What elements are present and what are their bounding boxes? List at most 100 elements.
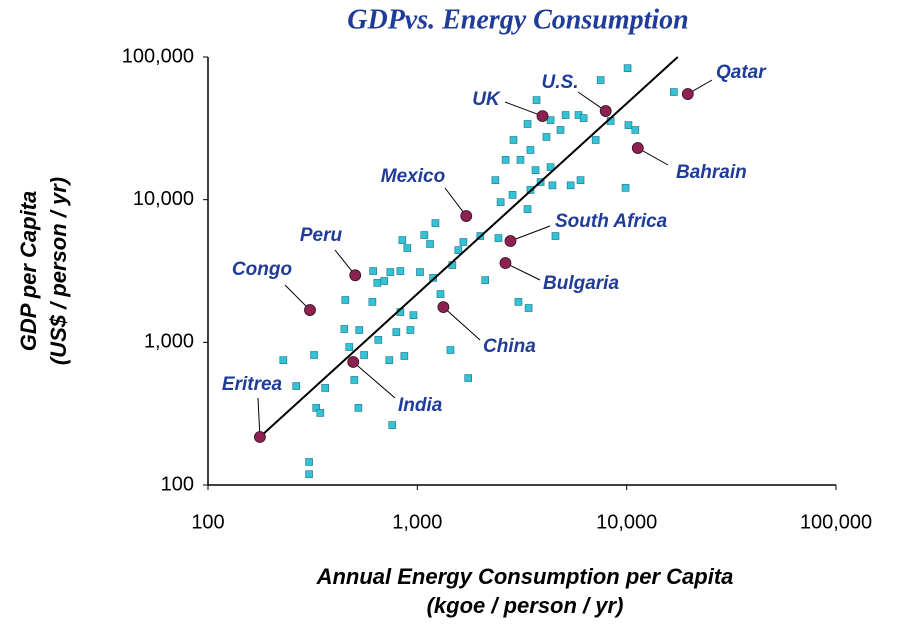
leader-line xyxy=(352,361,396,399)
labeled-point xyxy=(254,431,266,443)
data-point xyxy=(355,326,364,334)
data-point xyxy=(494,234,503,242)
point-label: Eritrea xyxy=(222,374,283,395)
data-point xyxy=(532,96,541,104)
data-point xyxy=(514,298,523,306)
data-point xyxy=(305,458,313,466)
y-tick-label: 1,000 xyxy=(144,331,194,353)
data-point xyxy=(501,156,510,164)
data-point xyxy=(579,114,588,122)
labeled-point xyxy=(504,235,517,247)
data-point xyxy=(386,268,395,276)
data-point xyxy=(396,267,405,275)
data-point xyxy=(542,133,551,141)
data-point xyxy=(431,219,440,227)
data-point xyxy=(561,111,570,119)
labeled-point xyxy=(437,301,450,313)
y-tick-label: 10,000 xyxy=(133,188,194,210)
data-point xyxy=(516,156,525,164)
data-point xyxy=(591,136,600,144)
data-point xyxy=(345,343,354,351)
leader-line xyxy=(443,306,481,341)
data-point xyxy=(464,374,473,382)
y-tick-label: 100 xyxy=(161,473,194,495)
data-point xyxy=(524,304,533,312)
point-label: UK xyxy=(472,89,501,110)
leader-line xyxy=(505,262,541,281)
point-label: Mexico xyxy=(381,166,445,187)
data-point xyxy=(350,376,359,384)
trend-line xyxy=(259,56,679,438)
labeled-point xyxy=(499,257,512,269)
point-label: South Africa xyxy=(555,211,668,232)
labeled-point xyxy=(349,269,362,282)
data-point xyxy=(509,136,518,144)
point-label: U.S. xyxy=(542,72,579,93)
data-point xyxy=(546,163,555,171)
point-label: Qatar xyxy=(716,62,767,83)
labeled-point xyxy=(631,142,644,154)
data-point xyxy=(429,274,437,282)
labeled-point xyxy=(599,105,612,117)
data-point xyxy=(341,296,350,304)
data-point xyxy=(279,356,288,364)
data-point xyxy=(368,298,377,306)
data-point xyxy=(436,290,445,298)
data-point xyxy=(596,76,605,84)
point-label: Bulgaria xyxy=(543,273,619,294)
labeled-point xyxy=(536,110,549,122)
data-point xyxy=(548,181,557,190)
data-point xyxy=(491,176,500,184)
data-point xyxy=(321,384,330,392)
labeled-point xyxy=(347,356,360,368)
data-point xyxy=(292,382,301,390)
data-point xyxy=(551,232,560,240)
data-point xyxy=(406,326,415,334)
leader-line xyxy=(257,397,261,438)
y-axis-subtitle: (US$ / person / yr) xyxy=(46,177,71,365)
data-point xyxy=(340,325,349,333)
data-point xyxy=(312,404,321,412)
data-point xyxy=(369,267,377,275)
data-point xyxy=(305,470,313,479)
data-point xyxy=(380,277,389,285)
point-label: Peru xyxy=(300,225,343,246)
x-axis-subtitle: (kgoe / person / yr) xyxy=(427,593,624,618)
data-point xyxy=(360,351,368,359)
x-axis-title: Annual Energy Consumption per Capita xyxy=(316,564,734,589)
data-point xyxy=(523,205,532,213)
y-axis-title: GDP per Capita xyxy=(16,191,41,352)
point-label: Congo xyxy=(232,259,292,280)
data-point xyxy=(416,268,424,276)
data-point xyxy=(373,279,382,287)
x-tick-label: 100,000 xyxy=(800,511,872,533)
data-point xyxy=(459,238,468,246)
data-point xyxy=(420,231,429,239)
x-tick-label: 100 xyxy=(191,511,224,533)
data-point xyxy=(670,88,678,96)
data-point xyxy=(426,240,434,248)
data-point xyxy=(316,409,325,417)
data-point xyxy=(409,311,418,319)
data-point xyxy=(523,120,532,128)
data-point xyxy=(531,166,540,174)
data-point xyxy=(481,276,490,284)
data-point xyxy=(576,176,585,184)
leader-line xyxy=(510,225,551,242)
point-label: Bahrain xyxy=(676,162,747,183)
labeled-point xyxy=(681,88,694,100)
point-label: India xyxy=(398,395,443,416)
data-point xyxy=(374,336,383,344)
data-point xyxy=(624,121,633,129)
data-point xyxy=(446,346,455,354)
data-point xyxy=(556,126,565,134)
y-tick-label: 100,000 xyxy=(122,45,194,67)
data-point xyxy=(496,198,505,206)
data-point xyxy=(546,116,555,124)
x-tick-label: 1,000 xyxy=(392,511,442,533)
data-point xyxy=(508,191,517,199)
data-point xyxy=(566,181,575,190)
data-point xyxy=(621,184,630,192)
labeled-point xyxy=(304,304,316,316)
